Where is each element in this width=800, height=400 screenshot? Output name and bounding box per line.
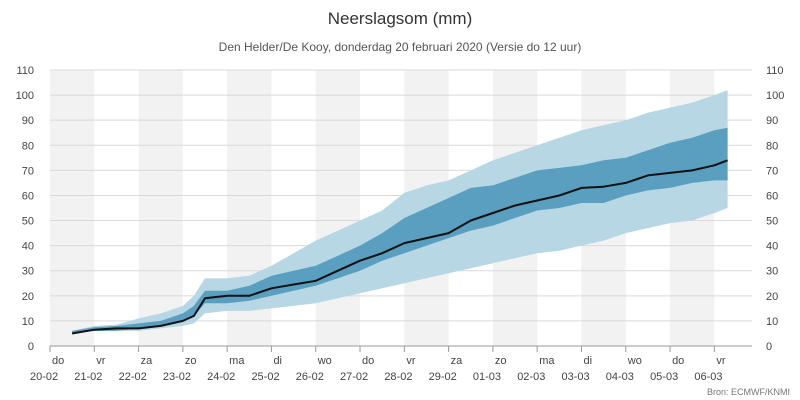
x-tick-day: do: [362, 355, 374, 367]
y-tick-label-left: 60: [22, 190, 34, 202]
y-tick-label-left: 90: [22, 115, 34, 127]
x-tick-day: za: [141, 355, 154, 367]
day-shade: [138, 70, 183, 346]
x-tick-day: wo: [627, 355, 642, 367]
x-tick-date: 06-03: [694, 371, 722, 383]
y-tick-label-left: 10: [22, 316, 34, 328]
y-tick-label-right: 100: [766, 90, 784, 102]
x-tick-day: zo: [495, 355, 507, 367]
x-tick-day: di: [273, 355, 282, 367]
y-tick-label-left: 40: [22, 241, 34, 253]
day-shade: [50, 70, 95, 346]
x-tick-date: 25-02: [251, 371, 279, 383]
y-tick-label-right: 30: [766, 266, 778, 278]
day-shade: [315, 70, 361, 346]
median-line-group: [71, 159, 728, 335]
chart-title: Neerslagsom (mm): [328, 9, 473, 28]
y-tick-label-right: 0: [766, 341, 772, 353]
chart-subtitle: Den Helder/De Kooy, donderdag 20 februar…: [219, 40, 582, 54]
x-tick-day: wo: [317, 355, 332, 367]
x-tick-day: vr: [406, 355, 416, 367]
y-tick-label-left: 110: [16, 65, 34, 77]
x-tick-date: 24-02: [207, 371, 235, 383]
x-tick-date: 05-03: [650, 371, 678, 383]
inner-band: [72, 127, 728, 334]
x-tick-date: 03-03: [561, 371, 589, 383]
y-tick-label-left: 20: [22, 291, 34, 303]
axes: 0 0 10 10 20 20 30 30 40 40 50 50 60 60 70 70 80 80 90 90 10…: [16, 65, 785, 383]
x-tick-day: ma: [539, 355, 555, 367]
y-tick-label-right: 70: [766, 165, 778, 177]
x-tick-date: 28-02: [384, 371, 412, 383]
x-tick-date: 27-02: [340, 371, 368, 383]
x-tick-date: 04-03: [606, 371, 634, 383]
median-line: [71, 159, 728, 335]
x-tick-day: di: [583, 355, 592, 367]
x-tick-day: do: [672, 355, 684, 367]
y-tick-label-right: 10: [766, 316, 778, 328]
x-tick-date: 21-02: [74, 371, 102, 383]
y-tick-label-right: 80: [766, 140, 778, 152]
y-tick-label-right: 40: [766, 241, 778, 253]
x-tick-day: vr: [716, 355, 726, 367]
x-tick-date: 20-02: [30, 371, 58, 383]
y-tick-label-left: 30: [22, 266, 34, 278]
x-tick-date: 26-02: [296, 371, 324, 383]
x-tick-date: 02-03: [517, 371, 545, 383]
x-tick-day: vr: [96, 355, 106, 367]
x-tick-day: za: [451, 355, 464, 367]
y-tick-label-left: 100: [16, 90, 34, 102]
y-tick-label-right: 50: [766, 216, 778, 228]
x-tick-date: 29-02: [429, 371, 457, 383]
y-tick-label-left: 70: [22, 165, 34, 177]
bands: [72, 90, 728, 334]
x-tick-date: 22-02: [119, 371, 147, 383]
x-tick-day: do: [52, 355, 64, 367]
y-tick-label-right: 90: [766, 115, 778, 127]
outer-band: [72, 90, 728, 334]
x-tick-day: zo: [185, 355, 197, 367]
x-tick-date: 01-03: [473, 371, 501, 383]
y-tick-label-left: 0: [28, 341, 34, 353]
chart-credit: Bron: ECMWF/KNMI: [707, 387, 790, 397]
y-tick-label-left: 50: [22, 216, 34, 228]
y-tick-label-right: 20: [766, 291, 778, 303]
y-tick-label-right: 60: [766, 190, 778, 202]
x-tick-date: 23-02: [163, 371, 191, 383]
y-tick-label-right: 110: [766, 65, 784, 77]
y-tick-label-left: 80: [22, 140, 34, 152]
x-tick-day: ma: [229, 355, 245, 367]
